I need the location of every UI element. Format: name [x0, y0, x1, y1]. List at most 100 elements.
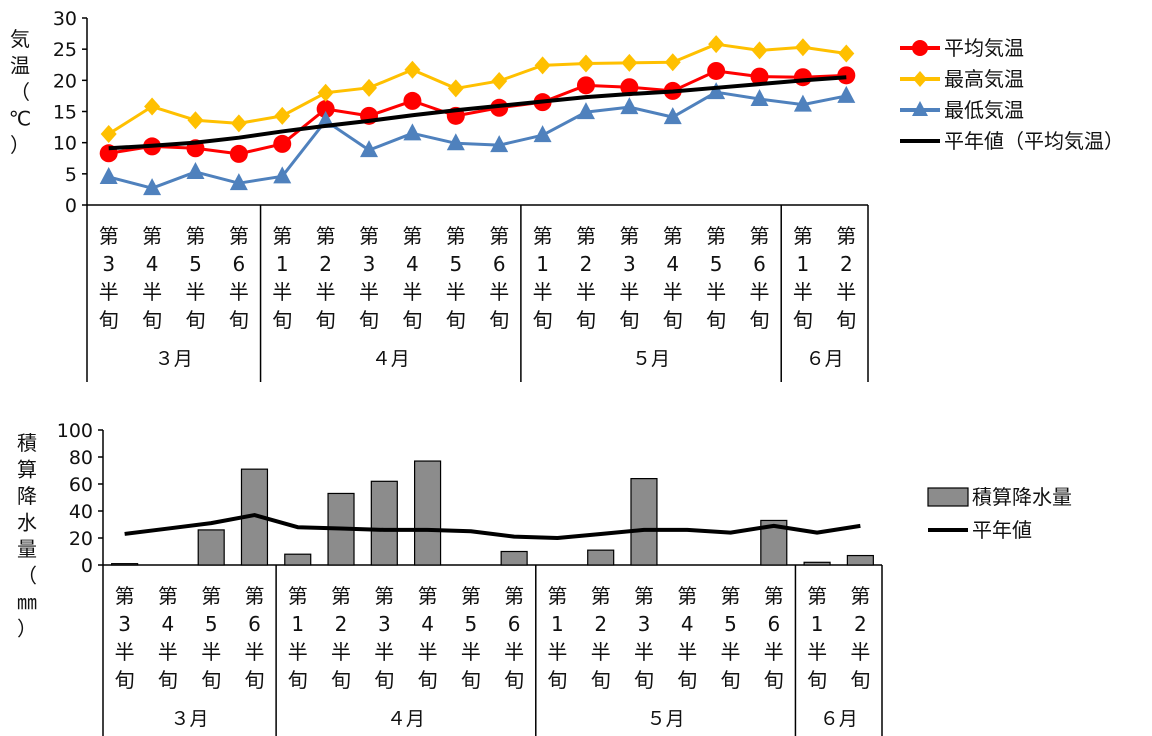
x-tick-label-char: 第: [244, 584, 264, 608]
x-tick-label-char: 4: [681, 612, 694, 636]
y-axis-title: 積算降水量 （㎜ ）: [17, 431, 37, 641]
data-point: [273, 166, 292, 184]
x-tick-label: 第 3 半旬: [99, 224, 119, 332]
x-tick-label: 第 2 半旬: [576, 224, 596, 332]
data-point: [750, 89, 769, 107]
x-tick-label-char: 第: [316, 224, 336, 248]
x-tick-label-char: 半: [807, 640, 827, 664]
x-tick-label-char: 第: [619, 224, 639, 248]
x-tick-label-char: 旬: [142, 308, 162, 332]
y-tick-label: 100: [57, 420, 93, 442]
legend-marker: [913, 71, 927, 87]
data-point: [707, 82, 726, 100]
x-tick-label-char: 半: [576, 280, 596, 304]
y-axis-title-char: 水: [17, 511, 37, 535]
x-tick-label: 第 3 半旬: [359, 224, 379, 332]
y-axis-title-char: 算: [17, 458, 37, 482]
x-tick-label-char: 旬: [446, 308, 466, 332]
x-tick-label-char: 4: [146, 252, 159, 276]
data-point: [576, 102, 595, 120]
x-tick-label-char: 第: [591, 584, 611, 608]
x-tick-label-char: 第: [359, 224, 379, 248]
x-tick-label: 第 4 半旬: [677, 584, 697, 692]
x-tick-label: 第 4 半旬: [418, 584, 438, 692]
month-label: ４月: [387, 708, 425, 730]
x-tick-label-char: 旬: [288, 668, 308, 692]
x-tick-label-char: 半: [201, 640, 221, 664]
x-tick-label-char: 5: [710, 252, 723, 276]
data-point: [229, 144, 248, 163]
x-tick-label-char: 半: [158, 640, 178, 664]
x-tick-label-char: 3: [378, 612, 391, 636]
x-tick-label: 第 2 半旬: [836, 224, 856, 332]
x-tick-label-char: 旬: [750, 308, 770, 332]
x-tick-label: 第 1 半旬: [533, 224, 553, 332]
x-tick-label: 第 5 半旬: [185, 224, 205, 332]
x-tick-label-char: 2: [854, 612, 867, 636]
x-tick-label-char: 半: [461, 640, 481, 664]
x-tick-label: 第 5 半旬: [706, 224, 726, 332]
y-tick-label: 0: [65, 195, 77, 217]
series-line: [107, 42, 847, 136]
x-tick-label-char: 旬: [764, 668, 784, 692]
x-tick-label-char: 旬: [185, 308, 205, 332]
data-point: [490, 135, 509, 153]
x-tick-label-char: 第: [99, 224, 119, 248]
x-tick-label-char: 3: [638, 612, 651, 636]
data-point: [620, 97, 639, 115]
data-point: [793, 94, 812, 112]
data-point: [360, 140, 379, 158]
x-tick-label-char: 5: [189, 252, 202, 276]
x-tick-label-char: 第: [461, 584, 481, 608]
x-tick-label: 第 6 半旬: [504, 584, 524, 692]
precipitation-bar: [500, 550, 528, 566]
x-tick-label-char: 半: [721, 640, 741, 664]
legend-label: 積算降水量: [972, 485, 1072, 509]
y-axis-title-char: （: [17, 564, 37, 588]
x-tick-label-char: 第: [750, 224, 770, 248]
x-tick-label-char: 旬: [331, 668, 351, 692]
x-tick-label-char: 半: [619, 280, 639, 304]
x-tick-label-char: 旬: [489, 308, 509, 332]
month-label: ５月: [647, 708, 685, 730]
x-tick-label: 第 2 半旬: [316, 224, 336, 332]
x-tick-label-char: 旬: [201, 668, 221, 692]
x-tick-label-char: 2: [580, 252, 593, 276]
data-point: [316, 100, 335, 119]
x-tick-label-char: 第: [663, 224, 683, 248]
data-point: [577, 54, 594, 73]
data-point: [446, 133, 465, 151]
y-axis-title-char: （: [10, 80, 30, 104]
x-tick-label-char: 半: [374, 640, 394, 664]
x-tick-label-char: 半: [547, 640, 567, 664]
y-tick-label: 5: [65, 164, 77, 186]
x-tick-label: 第 3 半旬: [619, 224, 639, 332]
data-point: [491, 71, 508, 90]
x-tick-label-char: 旬: [272, 308, 292, 332]
y-axis-title-char: 積: [17, 431, 37, 455]
y-tick-label: 10: [53, 133, 77, 155]
y-tick-label: 20: [69, 528, 93, 550]
x-tick-label-char: 第: [185, 224, 205, 248]
x-tick-label: 第 5 半旬: [446, 224, 466, 332]
x-tick-label-char: 半: [418, 640, 438, 664]
data-point: [708, 35, 725, 54]
x-tick-label-char: 3: [102, 252, 115, 276]
x-tick-label-char: 半: [793, 280, 813, 304]
x-tick-label-char: 1: [797, 252, 810, 276]
x-tick-label: 第 3 半旬: [374, 584, 394, 692]
x-tick-label-char: 旬: [244, 668, 264, 692]
x-tick-label: 第 5 半旬: [201, 584, 221, 692]
x-tick-label-char: 1: [276, 252, 289, 276]
x-tick-label-char: 4: [162, 612, 175, 636]
x-tick-label: 第 2 半旬: [591, 584, 611, 692]
x-tick-label-char: 第: [331, 584, 351, 608]
x-tick-label-char: 半: [142, 280, 162, 304]
data-point: [273, 134, 292, 153]
x-tick-label-char: 第: [158, 584, 178, 608]
y-tick-label: 25: [53, 39, 77, 61]
y-tick-label: 30: [53, 8, 77, 30]
x-tick-label-char: 1: [551, 612, 564, 636]
